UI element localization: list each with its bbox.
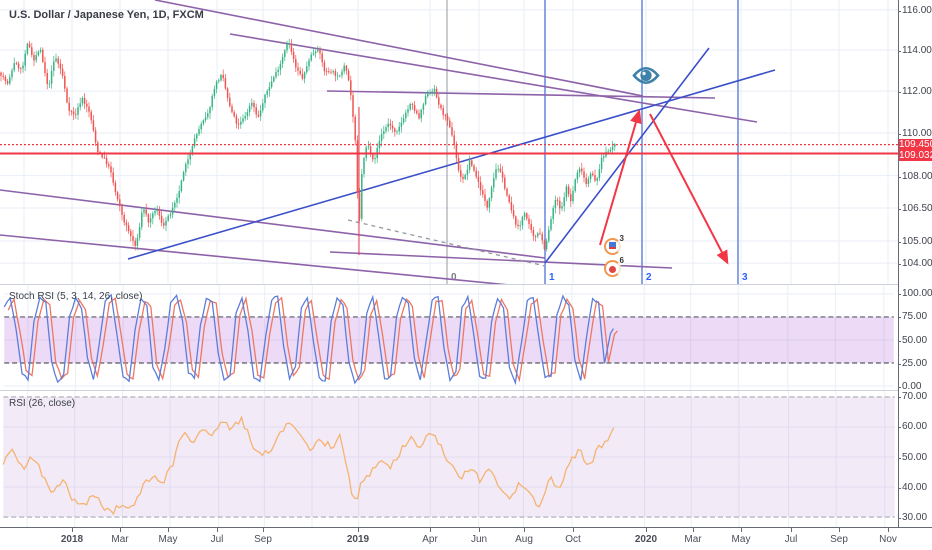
candlestick-series [0,38,616,252]
eye-icon[interactable] [632,64,660,87]
price-tick-label: 104.000 [897,258,932,269]
price-axis[interactable]: 116.000 114.000 112.000 110.000 108.000 106.5… [897,0,932,527]
rsi-pane[interactable] [0,390,898,527]
rsi-band [3,396,895,518]
time-tick-label: Aug [515,534,533,545]
rsi-tick-label: 50.00 [897,451,928,463]
marker-count: 3 [619,234,624,243]
time-tick-mark [217,528,218,532]
rsi-tick-label: 30.00 [897,512,928,523]
marker-count: 6 [619,256,624,265]
time-tick-mark [72,528,73,532]
time-tick-mark [741,528,742,532]
time-tick-label: 2019 [346,534,370,545]
price-tick-label: 112.000 [897,86,932,97]
time-tick-mark [839,528,840,532]
price-tick-label: 106.500 [897,203,932,214]
time-tick-mark [646,528,647,532]
time-tick-label: Jul [210,534,224,545]
idea-marker-6[interactable]: 6 [604,256,624,278]
price-tick-label: 105.000 [897,236,932,247]
dot-icon [609,266,616,273]
trendline-purple[interactable] [0,234,560,284]
price-tick-label: 114.000 [897,45,932,56]
rsi-label: RSI (26, close) [9,398,76,409]
time-tick-label: May [158,534,178,545]
time-tick-mark [430,528,431,532]
time-tick-mark [693,528,694,532]
time-tick-mark [358,528,359,532]
stoch-rsi-label: Stoch RSI (5, 3, 14, 26, close) [9,291,143,302]
trendline-purple[interactable] [154,0,644,97]
stoch-tick-label: 100.00 [898,288,932,299]
time-tick-label: Sep [830,534,848,545]
red-arrow-down[interactable] [649,113,729,265]
rsi-tick-label: 60.00 [897,421,928,433]
rsi-line [2,415,615,516]
idea-marker-3[interactable]: 3 [604,234,624,256]
time-tick-mark [791,528,792,532]
time-tick-label: Nov [879,534,897,545]
price-tick-label: 110.000 [897,128,932,139]
time-tick-mark [120,528,121,532]
time-tick-label: May [731,534,751,545]
gridlines [3,391,895,527]
stoch-rsi-pane[interactable] [0,284,898,390]
trendline-purple[interactable] [326,90,716,99]
price-pane[interactable]: 0 1 2 3 [0,0,898,284]
trendline-purple[interactable] [229,33,758,123]
time-tick-label: Jul [784,534,798,545]
time-tick-mark [524,528,525,532]
time-tick-label: Mar [111,534,129,545]
symbol-title: U.S. Dollar / Japanese Yen, 1D, FXCM [9,9,204,21]
flag-icon [609,242,616,249]
wave-label-0[interactable]: 0 [451,272,457,283]
stoch-k-line [3,293,614,386]
time-tick-mark [479,528,480,532]
stoch-tick-label: 75.00 [897,311,928,323]
time-tick-label: Mar [684,534,702,545]
time-tick-mark [573,528,574,532]
wave-label-1[interactable]: 1 [549,272,555,283]
red-arrow-up[interactable] [599,109,642,246]
rsi-tick-label: 40.00 [897,481,928,493]
time-tick-label: Oct [565,534,581,545]
dashed-projection-line[interactable] [347,219,546,267]
time-tick-label: Sep [254,534,272,545]
time-tick-mark [168,528,169,532]
time-tick-label: Apr [422,534,438,545]
time-tick-label: 2020 [634,534,658,545]
price-level-label: 109.032 [899,150,932,161]
eye-icon-glyph [632,66,660,85]
wave-label-3[interactable]: 3 [742,272,748,283]
time-tick-mark [888,528,889,532]
time-tick-label: Jun [470,534,488,545]
time-tick-label: 2018 [60,534,84,545]
time-tick-mark [263,528,264,532]
stoch-tick-label: 25.00 [897,357,928,369]
stoch-tick-label: 50.00 [897,334,928,346]
wave-label-2[interactable]: 2 [646,272,652,283]
last-price-label: 109.450 [899,139,932,150]
price-tick-label: 108.000 [897,171,932,182]
stoch-d-line [7,295,618,383]
price-tick-label: 116.000 [897,5,932,16]
trendline-purple[interactable] [0,189,546,259]
trendline-blue[interactable] [127,69,776,260]
rsi-tick-label: 70.00 [897,391,928,402]
gridlines [0,0,898,284]
stoch-tick-label: 0.00 [897,381,922,392]
time-axis[interactable]: 2018 Mar May Jul Sep 2019 Apr Jun Aug Oct 2020 Mar M… [0,527,932,550]
